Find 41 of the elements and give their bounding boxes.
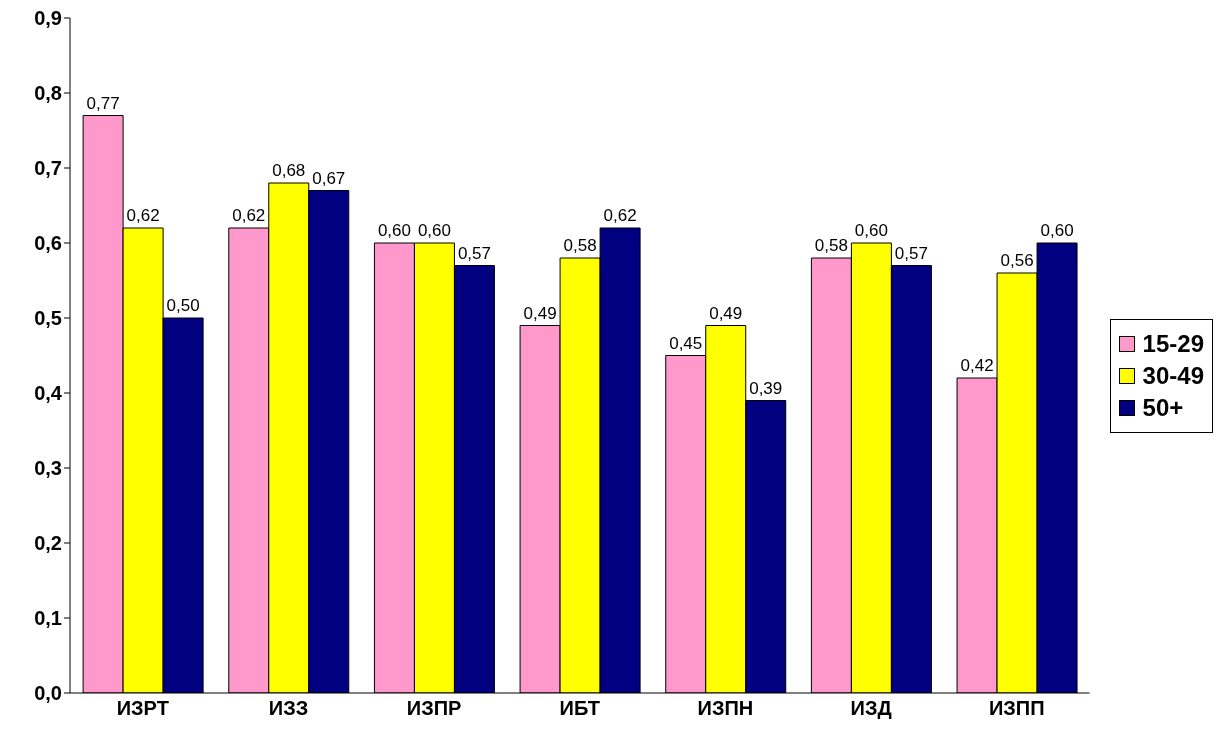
x-tick-label: ИБТ: [559, 697, 601, 720]
x-tick-label: ИЗПП: [988, 697, 1045, 720]
data-label: 0,39: [749, 378, 783, 398]
y-tick-label: 0,9: [34, 7, 62, 30]
data-label: 0,67: [312, 168, 346, 188]
x-tick-label: ИЗД: [850, 697, 892, 720]
x-tick-label: ИЗПН: [697, 697, 754, 720]
data-label: 0,42: [960, 356, 994, 375]
y-tick-label: 0,4: [34, 382, 63, 405]
data-label: 0,62: [232, 206, 266, 225]
data-label: 0,58: [563, 236, 597, 255]
y-tick-label: 0,7: [34, 157, 62, 180]
data-label: 0,60: [377, 221, 411, 240]
data-label: 0,62: [126, 206, 160, 225]
data-label: 0,62: [603, 206, 637, 225]
data-label: 0,77: [86, 93, 120, 113]
data-label: 0,45: [669, 333, 703, 353]
x-tick-label: ИЗЗ: [268, 697, 309, 720]
legend-label: 30-49: [1142, 361, 1204, 390]
data-label: 0,58: [814, 236, 848, 255]
y-tick-label: 0,2: [34, 532, 62, 555]
y-tick-label: 0,5: [34, 307, 62, 330]
x-tick-label: ИЗПР: [406, 697, 462, 720]
data-label: 0,57: [894, 243, 928, 263]
data-label: 0,49: [709, 303, 743, 323]
y-tick-label: 0,0: [34, 682, 62, 705]
x-tick-label: ИЗРТ: [116, 697, 169, 720]
data-label: 0,60: [1040, 221, 1074, 240]
legend-label: 50+: [1142, 393, 1184, 422]
data-label: 0,60: [417, 221, 451, 240]
data-label: 0,50: [166, 296, 200, 315]
legend-label: 15-29: [1142, 329, 1204, 358]
data-label: 0,57: [457, 243, 491, 263]
data-label: 0,68: [272, 161, 306, 180]
data-label: 0,56: [1000, 251, 1034, 270]
y-tick-label: 0,6: [34, 232, 62, 255]
data-label: 0,60: [854, 221, 888, 240]
y-tick-label: 0,1: [34, 607, 62, 630]
y-tick-label: 0,8: [34, 82, 62, 105]
data-label: 0,49: [523, 303, 557, 323]
y-tick-label: 0,3: [34, 457, 62, 480]
